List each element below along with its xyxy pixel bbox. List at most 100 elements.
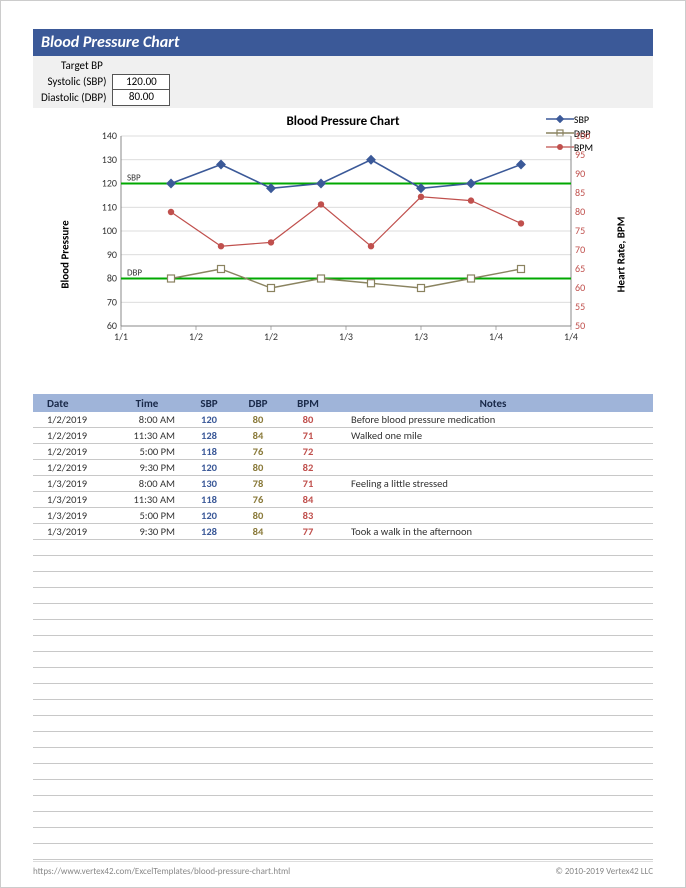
sbp-label: Systolic (SBP) [41,74,106,90]
chart-plot: 6070809010011012013014050556065707580859… [93,132,603,350]
left-axis-label: Blood Pressure [59,220,72,288]
empty-row [33,684,653,700]
cell-bpm: 82 [283,461,333,474]
empty-row [33,556,653,572]
svg-text:80: 80 [575,205,585,218]
empty-row [33,716,653,732]
cell-bpm: 83 [283,509,333,522]
empty-row [33,748,653,764]
cell-notes: Walked one mile [333,429,653,442]
table-row: 1/2/201911:30 AM1288471Walked one mile [33,428,653,444]
col-header-notes: Notes [333,397,653,410]
cell-dbp: 80 [233,413,283,426]
svg-text:120: 120 [102,177,117,190]
cell-notes: Took a walk in the afternoon [333,525,653,538]
cell-date: 1/3/2019 [33,477,109,490]
cell-date: 1/2/2019 [33,445,109,458]
table-row: 1/3/20195:00 PM1208083 [33,508,653,524]
svg-text:75: 75 [575,224,585,237]
dbp-label: Diastolic (DBP) [41,90,106,106]
empty-row [33,780,653,796]
cell-bpm: 71 [283,477,333,490]
cell-bpm: 84 [283,493,333,506]
cell-date: 1/2/2019 [33,429,109,442]
cell-date: 1/2/2019 [33,461,109,474]
cell-time: 8:00 AM [109,477,185,490]
svg-text:65: 65 [575,262,585,275]
target-bp-section: Target BP Systolic (SBP) Diastolic (DBP)… [33,56,653,108]
svg-text:60: 60 [575,281,585,294]
empty-row [33,812,653,828]
col-header-dbp: DBP [233,397,283,410]
table-header: DateTimeSBPDBPBPMNotes [33,394,653,412]
data-table: DateTimeSBPDBPBPMNotes 1/2/20198:00 AM12… [33,394,653,860]
cell-dbp: 76 [233,445,283,458]
svg-text:100: 100 [102,224,117,237]
svg-text:100: 100 [575,132,590,142]
table-row: 1/3/20199:30 PM1288477Took a walk in the… [33,524,653,540]
cell-bpm: 77 [283,525,333,538]
cell-notes: Before blood pressure medication [333,413,653,426]
empty-row [33,828,653,844]
empty-row [33,636,653,652]
cell-time: 8:00 AM [109,413,185,426]
svg-text:1/3: 1/3 [414,330,428,343]
empty-row [33,604,653,620]
cell-sbp: 120 [185,461,233,474]
svg-text:1/2: 1/2 [189,330,203,343]
svg-text:110: 110 [102,200,117,213]
cell-dbp: 84 [233,525,283,538]
svg-text:1/1: 1/1 [114,330,128,343]
svg-text:SBP: SBP [127,173,141,184]
empty-row [33,540,653,556]
empty-row [33,844,653,860]
table-row: 1/3/20198:00 AM1307871Feeling a little s… [33,476,653,492]
cell-date: 1/3/2019 [33,493,109,506]
table-row: 1/2/20195:00 PM1187672 [33,444,653,460]
dbp-target-value[interactable]: 80.00 [112,90,170,106]
footer-url: https://www.vertex42.com/ExcelTemplates/… [33,866,290,877]
cell-time: 9:30 PM [109,525,185,538]
empty-row [33,572,653,588]
cell-bpm: 71 [283,429,333,442]
svg-text:1/4: 1/4 [564,330,578,343]
svg-text:DBP: DBP [127,268,142,279]
cell-time: 9:30 PM [109,461,185,474]
bp-chart: Blood Pressure Chart Blood Pressure Hear… [33,108,653,388]
sbp-target-value[interactable]: 120.00 [112,74,170,90]
svg-text:85: 85 [575,186,585,199]
empty-row [33,652,653,668]
footer-copyright: © 2010-2019 Vertex42 LLC [555,866,653,877]
empty-row [33,588,653,604]
col-header-sbp: SBP [185,397,233,410]
cell-date: 1/3/2019 [33,509,109,522]
cell-dbp: 80 [233,461,283,474]
col-header-bpm: BPM [283,397,333,410]
cell-sbp: 118 [185,493,233,506]
empty-row [33,700,653,716]
col-header-time: Time [109,397,185,410]
target-header: Target BP [33,58,170,74]
svg-text:140: 140 [102,132,117,142]
svg-text:130: 130 [102,153,117,166]
svg-text:70: 70 [107,295,117,308]
svg-text:55: 55 [575,300,585,313]
right-axis-label: Heart Rate, BPM [615,217,628,293]
cell-sbp: 128 [185,525,233,538]
svg-text:1/3: 1/3 [339,330,353,343]
table-row: 1/2/20199:30 PM1208082 [33,460,653,476]
cell-date: 1/3/2019 [33,525,109,538]
cell-time: 11:30 AM [109,493,185,506]
cell-dbp: 76 [233,493,283,506]
cell-time: 5:00 PM [109,445,185,458]
page-title: Blood Pressure Chart [33,29,653,56]
empty-row [33,796,653,812]
empty-row [33,620,653,636]
cell-sbp: 120 [185,413,233,426]
empty-row [33,668,653,684]
cell-time: 5:00 PM [109,509,185,522]
page-footer: https://www.vertex42.com/ExcelTemplates/… [33,861,653,877]
svg-text:1/4: 1/4 [489,330,503,343]
cell-time: 11:30 AM [109,429,185,442]
cell-sbp: 130 [185,477,233,490]
